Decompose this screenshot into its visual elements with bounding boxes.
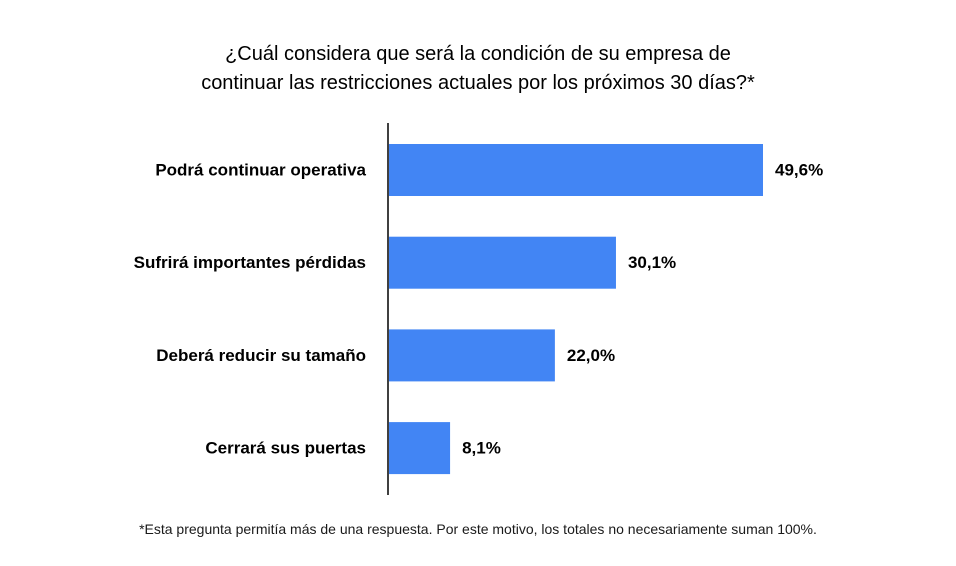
category-label-2: Sufrirá importantes pérdidas [134, 253, 366, 272]
bar-1 [389, 144, 763, 196]
chart-title-line-2: continuar las restricciones actuales por… [201, 72, 755, 94]
bar-2 [389, 236, 616, 289]
chart-title-line-1: ¿Cuál considera que será la condición de… [225, 43, 731, 65]
footnote: *Esta pregunta permitía más de una respu… [139, 521, 817, 537]
value-label-1: 49,6% [775, 161, 823, 180]
category-label-3: Deberá reducir su tamaño [156, 346, 366, 365]
value-label-2: 30,1% [628, 253, 676, 272]
value-label-4: 8,1% [462, 439, 501, 458]
category-label-1: Podrá continuar operativa [155, 161, 366, 180]
value-label-3: 22,0% [567, 346, 615, 365]
bar-4 [389, 422, 451, 475]
bar-3 [389, 329, 555, 382]
chart-title: ¿Cuál considera que será la condición de… [0, 40, 956, 98]
category-label-4: Cerrará sus puertas [205, 439, 366, 458]
